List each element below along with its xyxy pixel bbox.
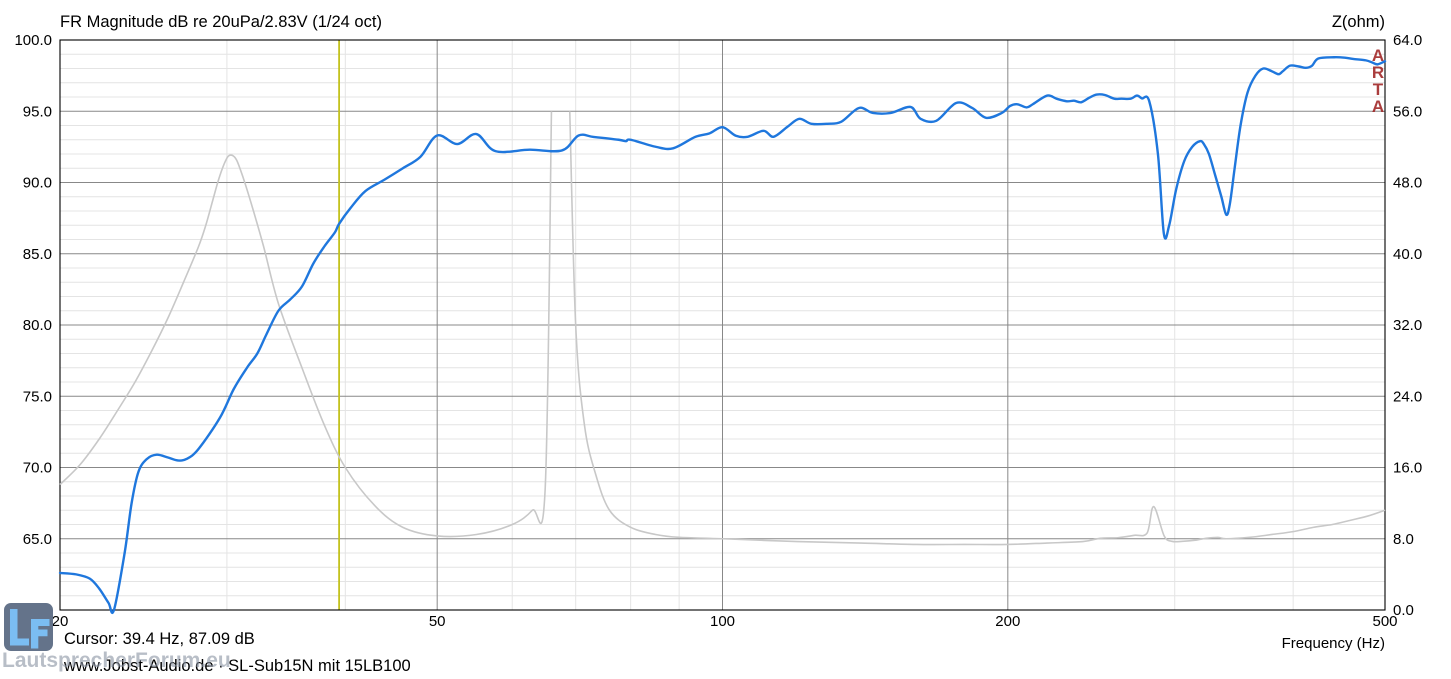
svg-text:70.0: 70.0: [23, 460, 52, 477]
svg-text:65.0: 65.0: [23, 531, 52, 548]
svg-text:48.0: 48.0: [1393, 175, 1422, 192]
svg-text:A: A: [1372, 97, 1384, 116]
svg-text:Cursor: 39.4 Hz, 87.09 dB: Cursor: 39.4 Hz, 87.09 dB: [64, 630, 255, 648]
svg-text:Z(ohm): Z(ohm): [1332, 13, 1385, 31]
svg-text:16.0: 16.0: [1393, 460, 1422, 477]
svg-text:0.0: 0.0: [1393, 602, 1414, 619]
svg-text:64.0: 64.0: [1393, 32, 1422, 49]
svg-text:50: 50: [429, 613, 446, 630]
svg-text:FR Magnitude dB re 20uPa/2.83V: FR Magnitude dB re 20uPa/2.83V (1/24 oct…: [60, 13, 382, 31]
svg-text:90.0: 90.0: [23, 175, 52, 192]
svg-text:100: 100: [710, 613, 735, 630]
svg-text:100.0: 100.0: [14, 32, 52, 49]
svg-text:85.0: 85.0: [23, 246, 52, 263]
svg-text:40.0: 40.0: [1393, 246, 1422, 263]
svg-text:Frequency (Hz): Frequency (Hz): [1282, 635, 1385, 652]
svg-text:32.0: 32.0: [1393, 317, 1422, 334]
svg-text:20: 20: [52, 613, 69, 630]
svg-text:8.0: 8.0: [1393, 531, 1414, 548]
svg-text:LautsprecherForum.eu: LautsprecherForum.eu: [2, 649, 231, 672]
svg-text:200: 200: [995, 613, 1020, 630]
svg-text:56.0: 56.0: [1393, 103, 1422, 120]
svg-text:75.0: 75.0: [23, 388, 52, 405]
svg-text:95.0: 95.0: [23, 103, 52, 120]
svg-text:80.0: 80.0: [23, 317, 52, 334]
svg-text:24.0: 24.0: [1393, 388, 1422, 405]
